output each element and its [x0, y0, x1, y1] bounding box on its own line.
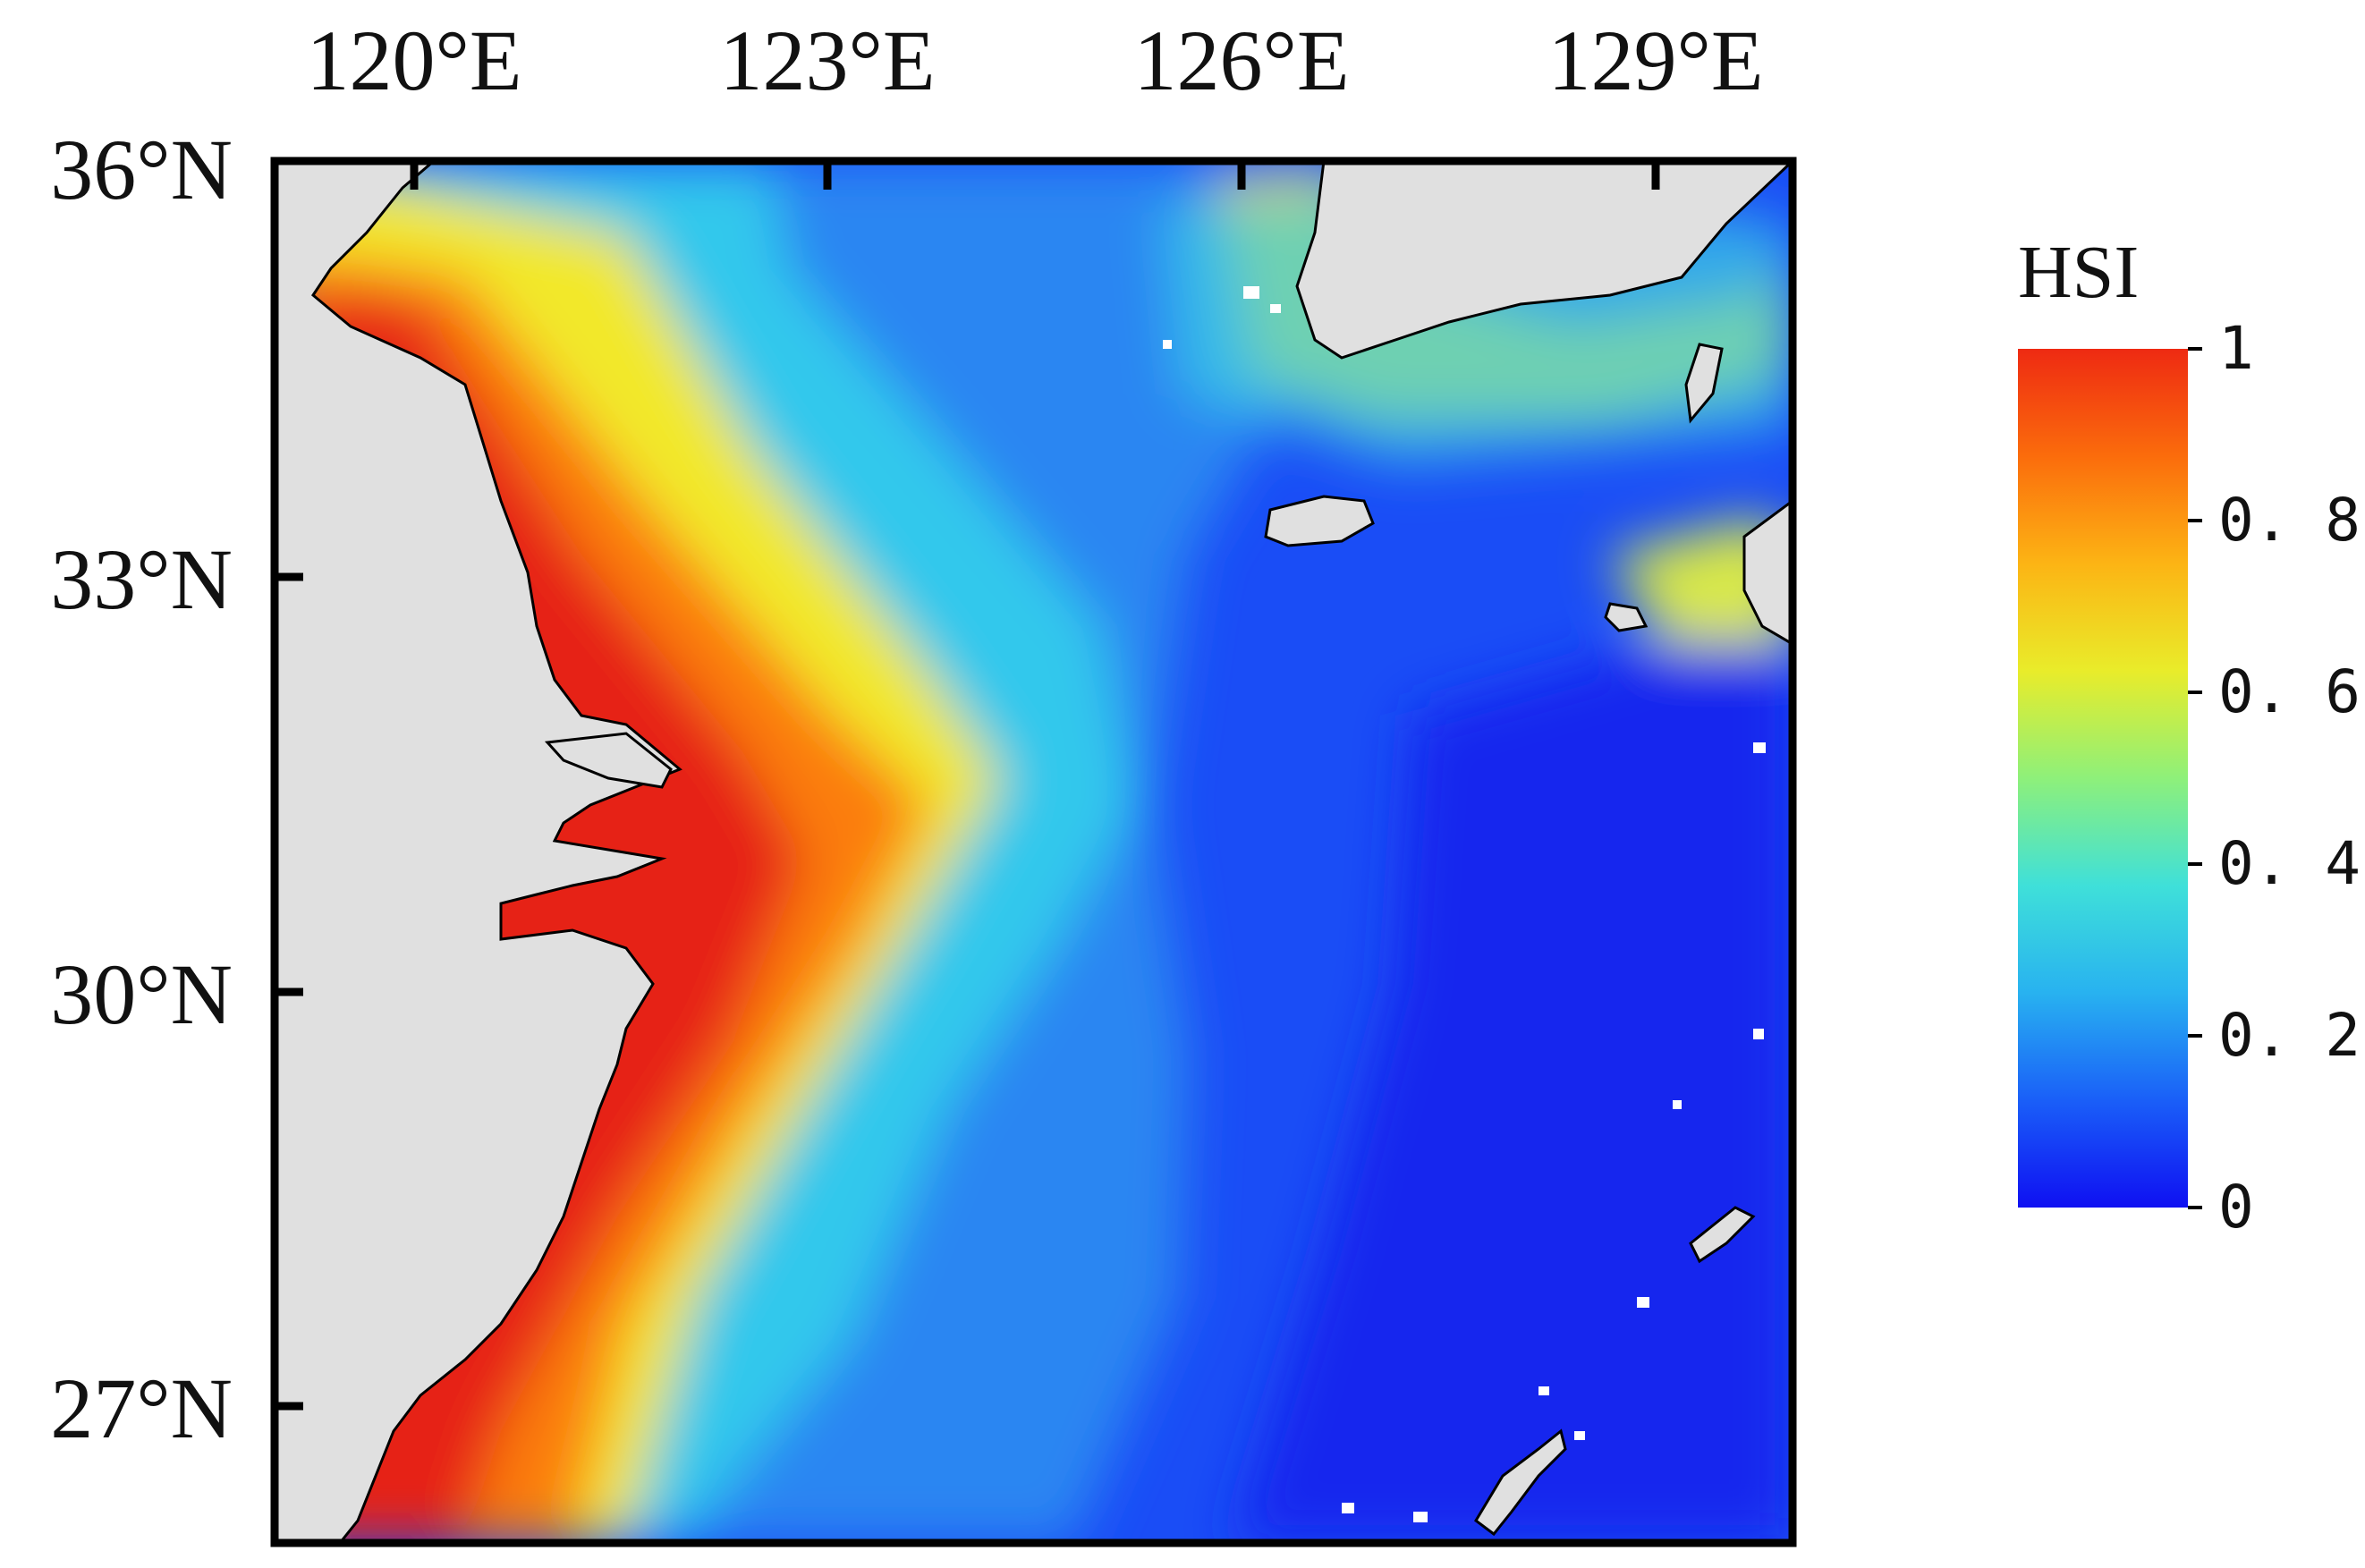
land-okinawa-island — [1474, 1428, 1567, 1537]
colorbar-gradient — [2018, 349, 2188, 1208]
map-frame — [270, 157, 1797, 1547]
longitude-labels: 120°E 123°E 126°E 129°E — [306, 13, 1763, 108]
land-korea — [1295, 161, 1793, 360]
no-data-pixels — [1163, 286, 1766, 1522]
colorbar-tick-label: 0. 6 — [2218, 657, 2361, 726]
colorbar-title: HSI — [2018, 231, 2139, 314]
lon-label: 120°E — [306, 13, 521, 108]
colorbar-ticks — [2188, 347, 2202, 1209]
land-tsushima — [1684, 343, 1724, 424]
land-amami-island — [1689, 1206, 1756, 1264]
land-jeju — [1264, 495, 1375, 547]
land-masses — [275, 161, 1793, 1543]
land-chongming-island — [544, 732, 673, 789]
colorbar-tick-label: 0. 4 — [2218, 829, 2361, 898]
land-kyushu — [1742, 499, 1793, 646]
latitude-labels: 36°N 33°N 30°N 27°N — [50, 122, 233, 1456]
colorbar: HSI 1 0. 8 0. 6 0. 4 0. 2 0 — [2018, 231, 2361, 1242]
lat-label: 30°N — [50, 946, 233, 1042]
land-china — [275, 161, 682, 1543]
lon-label: 123°E — [719, 13, 935, 108]
map-panel — [275, 161, 1793, 1543]
lat-label: 36°N — [50, 122, 233, 217]
lat-label: 27°N — [50, 1360, 233, 1456]
hsi-field-deep-blue — [1234, 608, 1793, 1543]
lon-label: 129°E — [1547, 13, 1763, 108]
colorbar-tick-label: 0. 2 — [2218, 1001, 2361, 1070]
land-goto-islands — [1604, 602, 1649, 632]
colorbar-tick-label: 0 — [2218, 1173, 2254, 1242]
colorbar-tick-label: 1 — [2218, 314, 2254, 383]
lat-label: 33°N — [50, 531, 233, 627]
axis-ticks — [275, 161, 1660, 1411]
lon-label: 126°E — [1133, 13, 1349, 108]
colorbar-tick-label: 0. 8 — [2218, 486, 2361, 555]
